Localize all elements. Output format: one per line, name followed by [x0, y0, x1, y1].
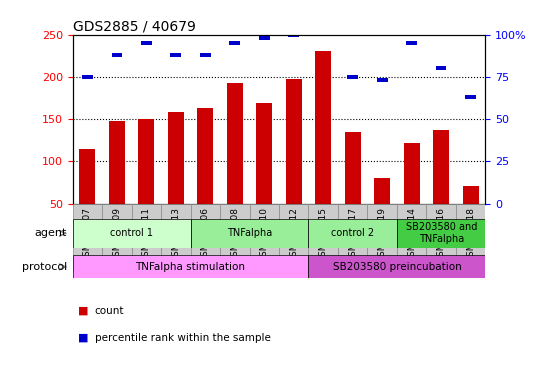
Bar: [256, 103, 272, 204]
Text: GSM189813: GSM189813: [171, 207, 180, 262]
Text: ■: ■: [78, 333, 89, 343]
Bar: [73, 255, 309, 278]
Bar: [397, 219, 485, 248]
Bar: [377, 78, 387, 82]
Bar: [73, 219, 190, 248]
Text: count: count: [95, 306, 124, 316]
Text: GSM189812: GSM189812: [289, 207, 298, 262]
Text: protocol: protocol: [22, 262, 67, 272]
Bar: [463, 186, 479, 204]
Bar: [112, 53, 122, 57]
Bar: [374, 178, 391, 204]
Text: GSM189809: GSM189809: [112, 207, 121, 262]
Text: percentile rank within the sample: percentile rank within the sample: [95, 333, 271, 343]
Bar: [315, 51, 331, 204]
Text: GSM189814: GSM189814: [407, 207, 416, 262]
Bar: [229, 41, 240, 45]
Bar: [200, 53, 210, 57]
Bar: [220, 204, 249, 271]
Text: agent: agent: [35, 228, 67, 238]
Text: control 1: control 1: [110, 228, 153, 238]
Text: GSM189808: GSM189808: [230, 207, 239, 262]
Bar: [79, 149, 95, 204]
Bar: [249, 204, 279, 271]
Text: TNFalpha stimulation: TNFalpha stimulation: [136, 262, 246, 272]
Text: GSM189818: GSM189818: [466, 207, 475, 262]
Bar: [167, 112, 184, 204]
Text: GSM189806: GSM189806: [201, 207, 210, 262]
Bar: [259, 36, 270, 40]
Text: control 2: control 2: [331, 228, 374, 238]
Text: GSM189811: GSM189811: [142, 207, 151, 262]
Bar: [190, 204, 220, 271]
Text: ■: ■: [78, 306, 89, 316]
Bar: [345, 132, 361, 204]
Text: GDS2885 / 40679: GDS2885 / 40679: [73, 20, 195, 33]
Bar: [309, 204, 338, 271]
Bar: [190, 219, 309, 248]
Bar: [348, 75, 358, 79]
Bar: [397, 204, 426, 271]
Bar: [436, 66, 446, 71]
Bar: [426, 204, 456, 271]
Bar: [433, 130, 449, 204]
Bar: [227, 83, 243, 204]
Bar: [73, 204, 102, 271]
Bar: [141, 41, 152, 45]
Bar: [403, 143, 420, 204]
Text: GSM189816: GSM189816: [437, 207, 446, 262]
Bar: [309, 255, 485, 278]
Bar: [82, 75, 93, 79]
Text: SB203580 preincubation: SB203580 preincubation: [333, 262, 461, 272]
Bar: [161, 204, 190, 271]
Bar: [171, 53, 181, 57]
Text: GSM189819: GSM189819: [378, 207, 387, 262]
Bar: [456, 204, 485, 271]
Bar: [368, 204, 397, 271]
Text: GSM189815: GSM189815: [319, 207, 328, 262]
Bar: [109, 121, 125, 204]
Text: GSM189807: GSM189807: [83, 207, 92, 262]
Text: GSM189810: GSM189810: [260, 207, 269, 262]
Bar: [406, 41, 417, 45]
Text: TNFalpha: TNFalpha: [227, 228, 272, 238]
Bar: [338, 204, 368, 271]
Bar: [132, 204, 161, 271]
Bar: [286, 79, 302, 204]
Bar: [102, 204, 132, 271]
Bar: [288, 33, 299, 37]
Text: SB203580 and
TNFalpha: SB203580 and TNFalpha: [406, 222, 477, 244]
Bar: [309, 219, 397, 248]
Bar: [465, 95, 476, 99]
Text: GSM189817: GSM189817: [348, 207, 357, 262]
Bar: [138, 119, 155, 204]
Bar: [279, 204, 309, 271]
Bar: [197, 108, 213, 204]
